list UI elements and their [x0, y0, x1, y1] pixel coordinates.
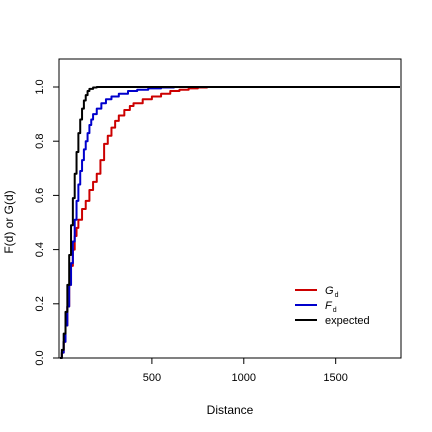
- y-tick-label: 0.0: [34, 350, 46, 365]
- y-axis-label: F(d) or G(d): [2, 190, 16, 253]
- x-axis: 500 1000 1500: [143, 358, 348, 384]
- series-lines: [60, 86, 400, 359]
- y-tick-label: 0.4: [34, 242, 46, 257]
- legend-label: expected: [325, 315, 370, 327]
- x-axis-label: Distance: [207, 403, 254, 417]
- legend-label: Gd: [325, 285, 339, 299]
- x-tick-label: 500: [143, 372, 161, 384]
- y-tick-label: 0.8: [34, 134, 46, 149]
- y-tick-label: 1.0: [34, 79, 46, 94]
- series-line-f: [60, 86, 400, 359]
- x-tick-label: 1000: [232, 372, 256, 384]
- series-line-expected: [60, 86, 400, 359]
- legend-label: Fd: [325, 300, 337, 314]
- y-tick-label: 0.2: [34, 296, 46, 311]
- y-tick-label: 0.6: [34, 188, 46, 203]
- x-tick-label: 1500: [323, 372, 347, 384]
- plot-frame: [58, 58, 402, 359]
- y-axis: 0.0 0.2 0.4 0.6 0.8 1.0: [34, 79, 59, 366]
